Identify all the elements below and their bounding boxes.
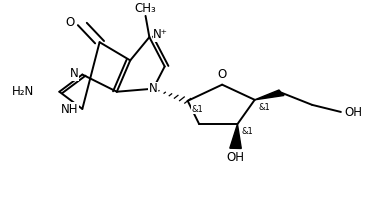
Text: NH: NH [61, 103, 79, 116]
Text: &1: &1 [241, 127, 253, 136]
Text: N: N [149, 82, 157, 95]
Text: N: N [70, 67, 79, 80]
Text: CH₃: CH₃ [135, 2, 156, 15]
Text: &1: &1 [259, 103, 270, 112]
Text: H₂N: H₂N [12, 85, 34, 98]
Text: OH: OH [345, 106, 363, 119]
Polygon shape [230, 124, 241, 149]
Text: OH: OH [227, 151, 244, 164]
Polygon shape [255, 90, 284, 100]
Text: &1: &1 [192, 105, 203, 114]
Text: N⁺: N⁺ [153, 28, 168, 41]
Text: O: O [65, 16, 75, 30]
Text: O: O [218, 68, 227, 81]
